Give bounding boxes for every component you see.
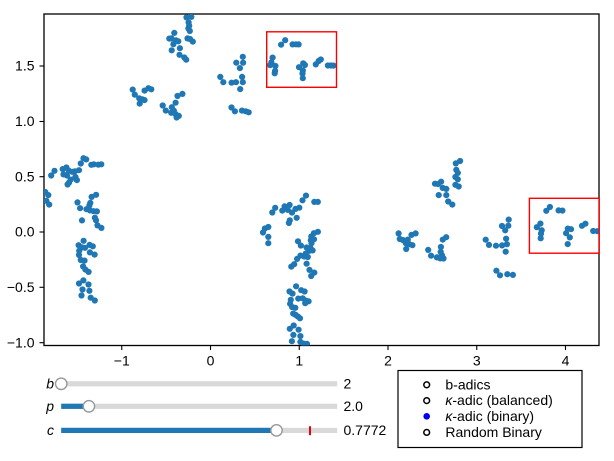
svg-text:3: 3 (473, 353, 481, 369)
svg-text:2: 2 (344, 375, 352, 391)
svg-text:−0.5: −0.5 (7, 279, 35, 295)
svg-text:c: c (47, 422, 54, 438)
svg-text:Random Binary: Random Binary (445, 424, 542, 440)
svg-text:0.5: 0.5 (15, 168, 35, 184)
svg-text:2.0: 2.0 (344, 398, 364, 414)
svg-text:b: b (46, 375, 54, 391)
svg-text:−1.0: −1.0 (7, 334, 35, 350)
svg-text:1.5: 1.5 (15, 58, 35, 74)
svg-text:−1: −1 (114, 353, 130, 369)
svg-text:κ-adic (balanced): κ-adic (balanced) (445, 392, 552, 408)
svg-text:p: p (45, 398, 54, 414)
svg-text:2: 2 (384, 353, 392, 369)
svg-text:0.0: 0.0 (15, 224, 35, 240)
svg-text:b-adics: b-adics (445, 376, 490, 392)
svg-text:1.0: 1.0 (15, 113, 35, 129)
svg-text:0.7772: 0.7772 (344, 422, 387, 438)
svg-text:1: 1 (295, 353, 303, 369)
svg-text:4: 4 (562, 353, 570, 369)
svg-text:0: 0 (207, 353, 215, 369)
svg-text:κ-adic (binary): κ-adic (binary) (445, 408, 534, 424)
